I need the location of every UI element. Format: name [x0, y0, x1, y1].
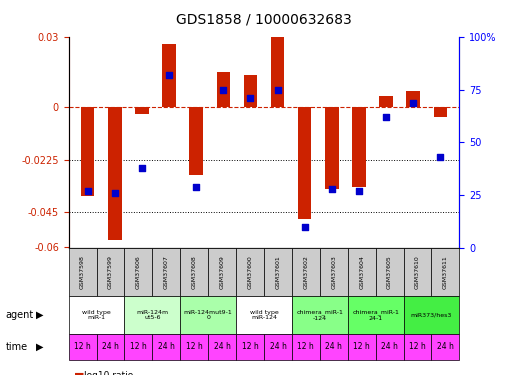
Bar: [379, 96, 393, 108]
Text: GSM37601: GSM37601: [276, 255, 280, 289]
Text: GSM37609: GSM37609: [220, 255, 224, 289]
Text: 24 h: 24 h: [214, 342, 231, 351]
Text: ▶: ▶: [36, 342, 43, 352]
Text: miR-124m
ut5-6: miR-124m ut5-6: [136, 310, 168, 320]
Text: GSM37603: GSM37603: [331, 255, 336, 289]
Bar: [271, 38, 285, 108]
Text: 12 h: 12 h: [409, 342, 426, 351]
Text: log10 ratio: log10 ratio: [84, 371, 134, 375]
Bar: [162, 45, 176, 108]
Text: 24 h: 24 h: [437, 342, 454, 351]
Text: GSM37608: GSM37608: [192, 255, 197, 289]
Text: chimera_miR-1
24-1: chimera_miR-1 24-1: [352, 309, 399, 321]
Point: [300, 224, 309, 230]
Bar: [190, 108, 203, 175]
Text: 24 h: 24 h: [325, 342, 342, 351]
Text: GSM37600: GSM37600: [248, 255, 252, 289]
Point: [246, 95, 254, 101]
Text: miR373/hes3: miR373/hes3: [411, 312, 452, 318]
Text: ■: ■: [74, 371, 84, 375]
Bar: [407, 91, 420, 108]
Point: [274, 87, 282, 93]
Bar: [216, 72, 230, 108]
Text: 12 h: 12 h: [130, 342, 147, 351]
Text: GSM37610: GSM37610: [415, 255, 420, 289]
Point: [219, 87, 228, 93]
Text: GSM37607: GSM37607: [164, 255, 169, 289]
Point: [382, 114, 390, 120]
Text: ▶: ▶: [36, 310, 43, 320]
Text: GSM37605: GSM37605: [387, 255, 392, 289]
Point: [327, 186, 336, 192]
Text: 12 h: 12 h: [297, 342, 314, 351]
Text: GSM37602: GSM37602: [304, 255, 308, 289]
Bar: [433, 108, 447, 117]
Bar: [108, 108, 121, 240]
Bar: [325, 108, 338, 189]
Point: [355, 188, 363, 194]
Bar: [81, 108, 95, 196]
Text: chimera_miR-1
-124: chimera_miR-1 -124: [296, 309, 343, 321]
Text: 12 h: 12 h: [242, 342, 258, 351]
Point: [436, 154, 445, 160]
Point: [192, 184, 201, 190]
Text: 24 h: 24 h: [269, 342, 286, 351]
Point: [409, 100, 418, 106]
Text: GSM37598: GSM37598: [80, 255, 85, 289]
Bar: [298, 108, 312, 219]
Point: [138, 165, 146, 171]
Text: 24 h: 24 h: [102, 342, 119, 351]
Text: wild type
miR-1: wild type miR-1: [82, 310, 111, 320]
Text: GSM37606: GSM37606: [136, 255, 141, 289]
Text: GSM37604: GSM37604: [359, 255, 364, 289]
Bar: [352, 108, 366, 187]
Point: [165, 72, 173, 78]
Text: miR-124mut9-1
0: miR-124mut9-1 0: [184, 310, 232, 320]
Text: 24 h: 24 h: [381, 342, 398, 351]
Text: 24 h: 24 h: [158, 342, 175, 351]
Text: agent: agent: [5, 310, 34, 320]
Bar: [243, 75, 257, 108]
Text: GSM37599: GSM37599: [108, 255, 113, 289]
Bar: [135, 108, 149, 114]
Text: 12 h: 12 h: [74, 342, 91, 351]
Text: wild type
miR-124: wild type miR-124: [250, 310, 278, 320]
Text: 12 h: 12 h: [353, 342, 370, 351]
Text: 12 h: 12 h: [186, 342, 203, 351]
Text: GDS1858 / 10000632683: GDS1858 / 10000632683: [176, 12, 352, 26]
Point: [83, 188, 92, 194]
Text: time: time: [5, 342, 27, 352]
Point: [110, 190, 119, 196]
Text: GSM37611: GSM37611: [443, 255, 448, 289]
